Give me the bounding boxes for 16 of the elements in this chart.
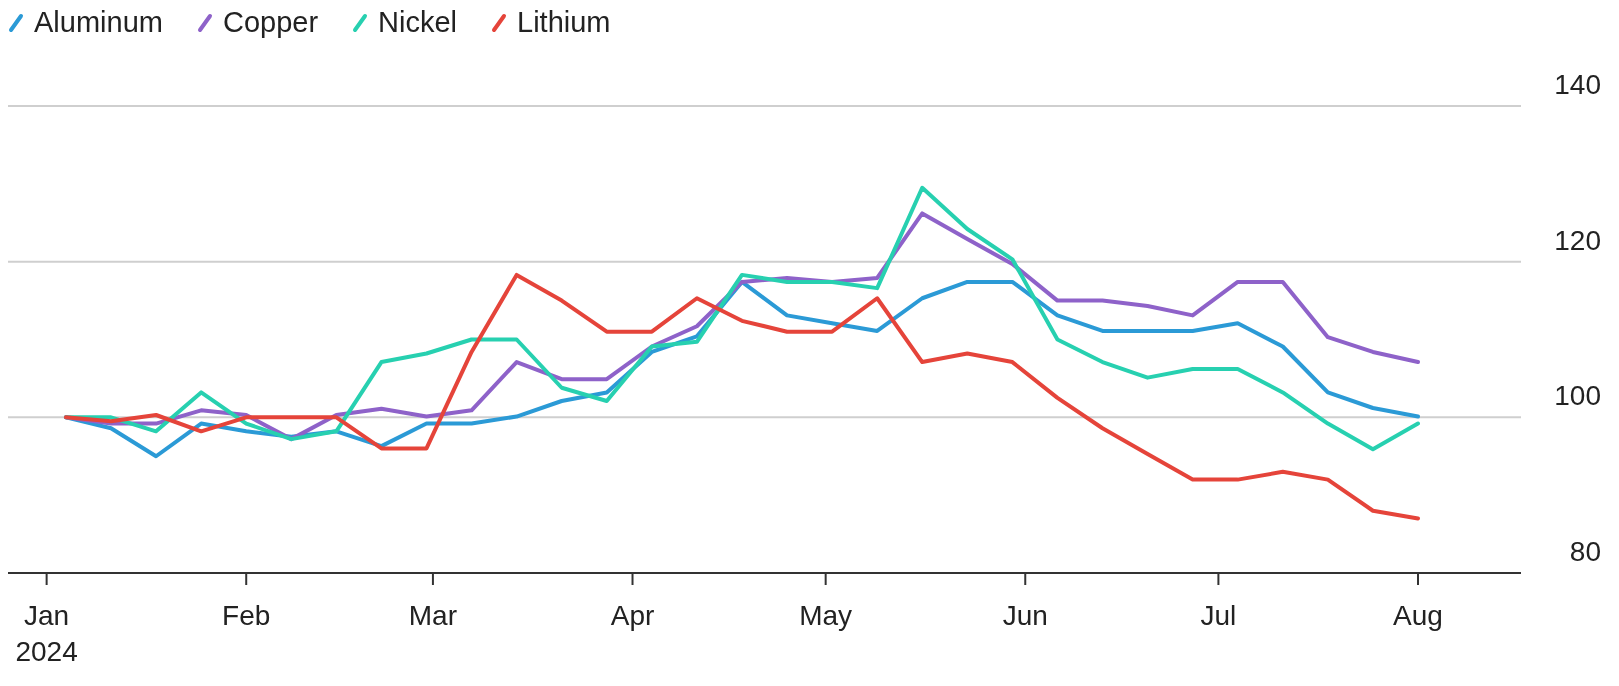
legend-label: Aluminum <box>34 6 163 39</box>
legend-label: Copper <box>222 6 319 39</box>
y-tick-label: 80 <box>1569 536 1601 567</box>
y-tick-label: 100 <box>1554 380 1601 412</box>
x-tick-label: Jul <box>1200 600 1237 631</box>
x-tick-label: Aug <box>1393 600 1443 631</box>
x-tick-label: Feb <box>222 600 271 631</box>
x-tick-label: Apr <box>610 600 655 631</box>
legend-label: Nickel <box>378 6 458 39</box>
y-tick-label: 140 <box>1554 69 1601 100</box>
x-tick-label: Mar <box>408 600 458 631</box>
x-tick-label: Jan 2024 <box>15 600 78 667</box>
x-tick-label: Jun <box>1002 600 1048 631</box>
x-tick-label: May <box>799 600 853 631</box>
y-tick-label: 120 <box>1554 224 1601 256</box>
legend-label: Lithium <box>517 6 611 39</box>
